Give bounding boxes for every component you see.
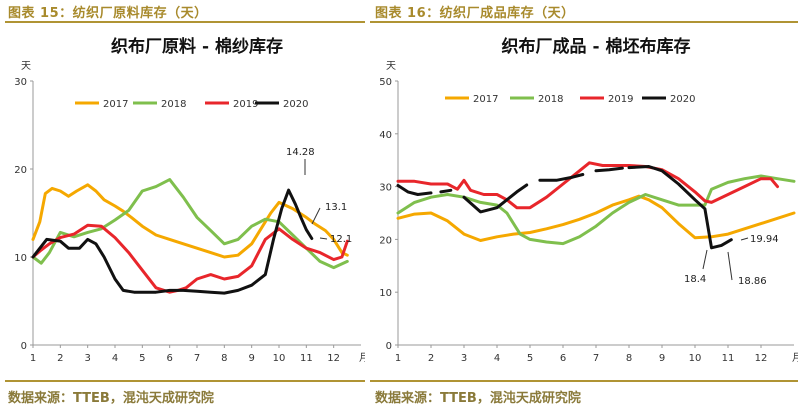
series-line-2018 xyxy=(396,174,796,246)
legend-label-2020: 2020 xyxy=(283,99,308,110)
x-tick-label: 9 xyxy=(248,353,254,364)
x-tick-label: 5 xyxy=(527,353,533,364)
x-tick-label: 4 xyxy=(494,353,500,364)
chart-panel-left: 织布厂原料 - 棉纱库存天 0 10 20 30 1 2 3 4 5 6 7 8 9 10 11 12 月 2017… xyxy=(5,24,369,380)
annotation-leader xyxy=(727,251,733,281)
x-axis-unit: 月 xyxy=(359,352,365,364)
annotation-leader xyxy=(319,237,328,240)
x-tick-label: 7 xyxy=(593,353,599,364)
series-line-2020 xyxy=(439,188,453,194)
y-tick-label: 10 xyxy=(379,288,392,299)
series-line-2018 xyxy=(31,178,349,270)
annotation-label: 18.86 xyxy=(738,276,767,287)
figure-caption-left: 图表 15：纺织厂原料库存（天） xyxy=(8,6,208,21)
series-line-2020 xyxy=(462,183,529,214)
x-tick-label: 4 xyxy=(112,353,118,364)
y-tick-label: 0 xyxy=(21,341,27,352)
source-note-left: 数据来源：TTEB，混沌天成研究院 xyxy=(8,391,214,406)
annotation-leader xyxy=(311,207,321,225)
chart-panel-right: 织布厂成品 - 棉坯布库存天 0 10 20 30 40 50 1 2 3 4 5 6 7 8 9 10 11 12… xyxy=(370,24,802,380)
annotation-label: 13.1 xyxy=(325,202,347,213)
annotation-label: 14.28 xyxy=(286,147,315,158)
x-tick-label: 11 xyxy=(300,353,313,364)
x-tick-label: 3 xyxy=(84,353,90,364)
legend-label-2019: 2019 xyxy=(233,99,258,110)
x-tick-label: 1 xyxy=(395,353,401,364)
series-line-2017 xyxy=(396,194,796,242)
x-tick-label: 6 xyxy=(166,353,172,364)
series-line-2019 xyxy=(31,223,349,294)
chart-title: 织布厂原料 - 棉纱库存 xyxy=(111,36,283,57)
y-tick-label: 40 xyxy=(379,130,392,141)
series-line-2017 xyxy=(31,183,349,259)
series-line-2020 xyxy=(31,188,314,295)
y-tick-label: 50 xyxy=(379,77,392,88)
series-line-2020 xyxy=(396,184,433,196)
x-tick-label: 6 xyxy=(560,353,566,364)
source-rule-left xyxy=(5,380,365,382)
series-line-2020 xyxy=(627,165,733,250)
series-line-2020 xyxy=(538,173,585,182)
y-tick-label: 30 xyxy=(14,77,27,88)
chart-title: 织布厂成品 - 棉坯布库存 xyxy=(502,36,691,57)
legend-label-2017: 2017 xyxy=(103,99,128,110)
annotation-leader xyxy=(702,249,708,270)
x-tick-label: 2 xyxy=(57,353,63,364)
y-tick-label: 0 xyxy=(386,341,392,352)
source-note-right: 数据来源：TTEB，混沌天成研究院 xyxy=(375,391,581,406)
annotation-leader xyxy=(740,237,749,241)
y-tick-label: 30 xyxy=(379,183,392,194)
legend-label-2018: 2018 xyxy=(161,99,186,110)
figure-caption-right: 图表 16：纺织厂成品库存（天） xyxy=(375,6,575,21)
x-tick-label: 7 xyxy=(194,353,200,364)
x-tick-label: 10 xyxy=(689,353,702,364)
series-line-2020 xyxy=(594,166,624,173)
caption-rule-left xyxy=(5,21,365,23)
legend-label-2019: 2019 xyxy=(608,94,633,105)
series-line-2019 xyxy=(396,161,779,210)
x-tick-label: 8 xyxy=(221,353,227,364)
x-tick-label: 3 xyxy=(461,353,467,364)
y-tick-label: 20 xyxy=(379,235,392,246)
x-tick-label: 12 xyxy=(755,353,768,364)
y-axis-unit: 天 xyxy=(386,61,396,72)
annotation-label: 19.94 xyxy=(750,234,779,245)
x-tick-label: 1 xyxy=(30,353,36,364)
y-tick-label: 10 xyxy=(14,253,27,264)
source-rule-right xyxy=(370,380,798,382)
annotation-label: 18.4 xyxy=(684,274,706,285)
x-tick-label: 8 xyxy=(626,353,632,364)
y-axis-unit: 天 xyxy=(21,61,31,72)
x-tick-label: 10 xyxy=(273,353,286,364)
caption-rule-right xyxy=(370,21,798,23)
legend-label-2018: 2018 xyxy=(538,94,563,105)
x-tick-label: 9 xyxy=(659,353,665,364)
y-tick-label: 20 xyxy=(14,165,27,176)
annotation-label: 12.1 xyxy=(330,234,352,245)
x-axis-unit: 月 xyxy=(792,352,798,364)
x-tick-label: 5 xyxy=(139,353,145,364)
x-tick-label: 12 xyxy=(327,353,340,364)
legend-label-2017: 2017 xyxy=(473,94,498,105)
x-tick-label: 11 xyxy=(722,353,735,364)
x-tick-label: 2 xyxy=(428,353,434,364)
legend-label-2020: 2020 xyxy=(670,94,695,105)
